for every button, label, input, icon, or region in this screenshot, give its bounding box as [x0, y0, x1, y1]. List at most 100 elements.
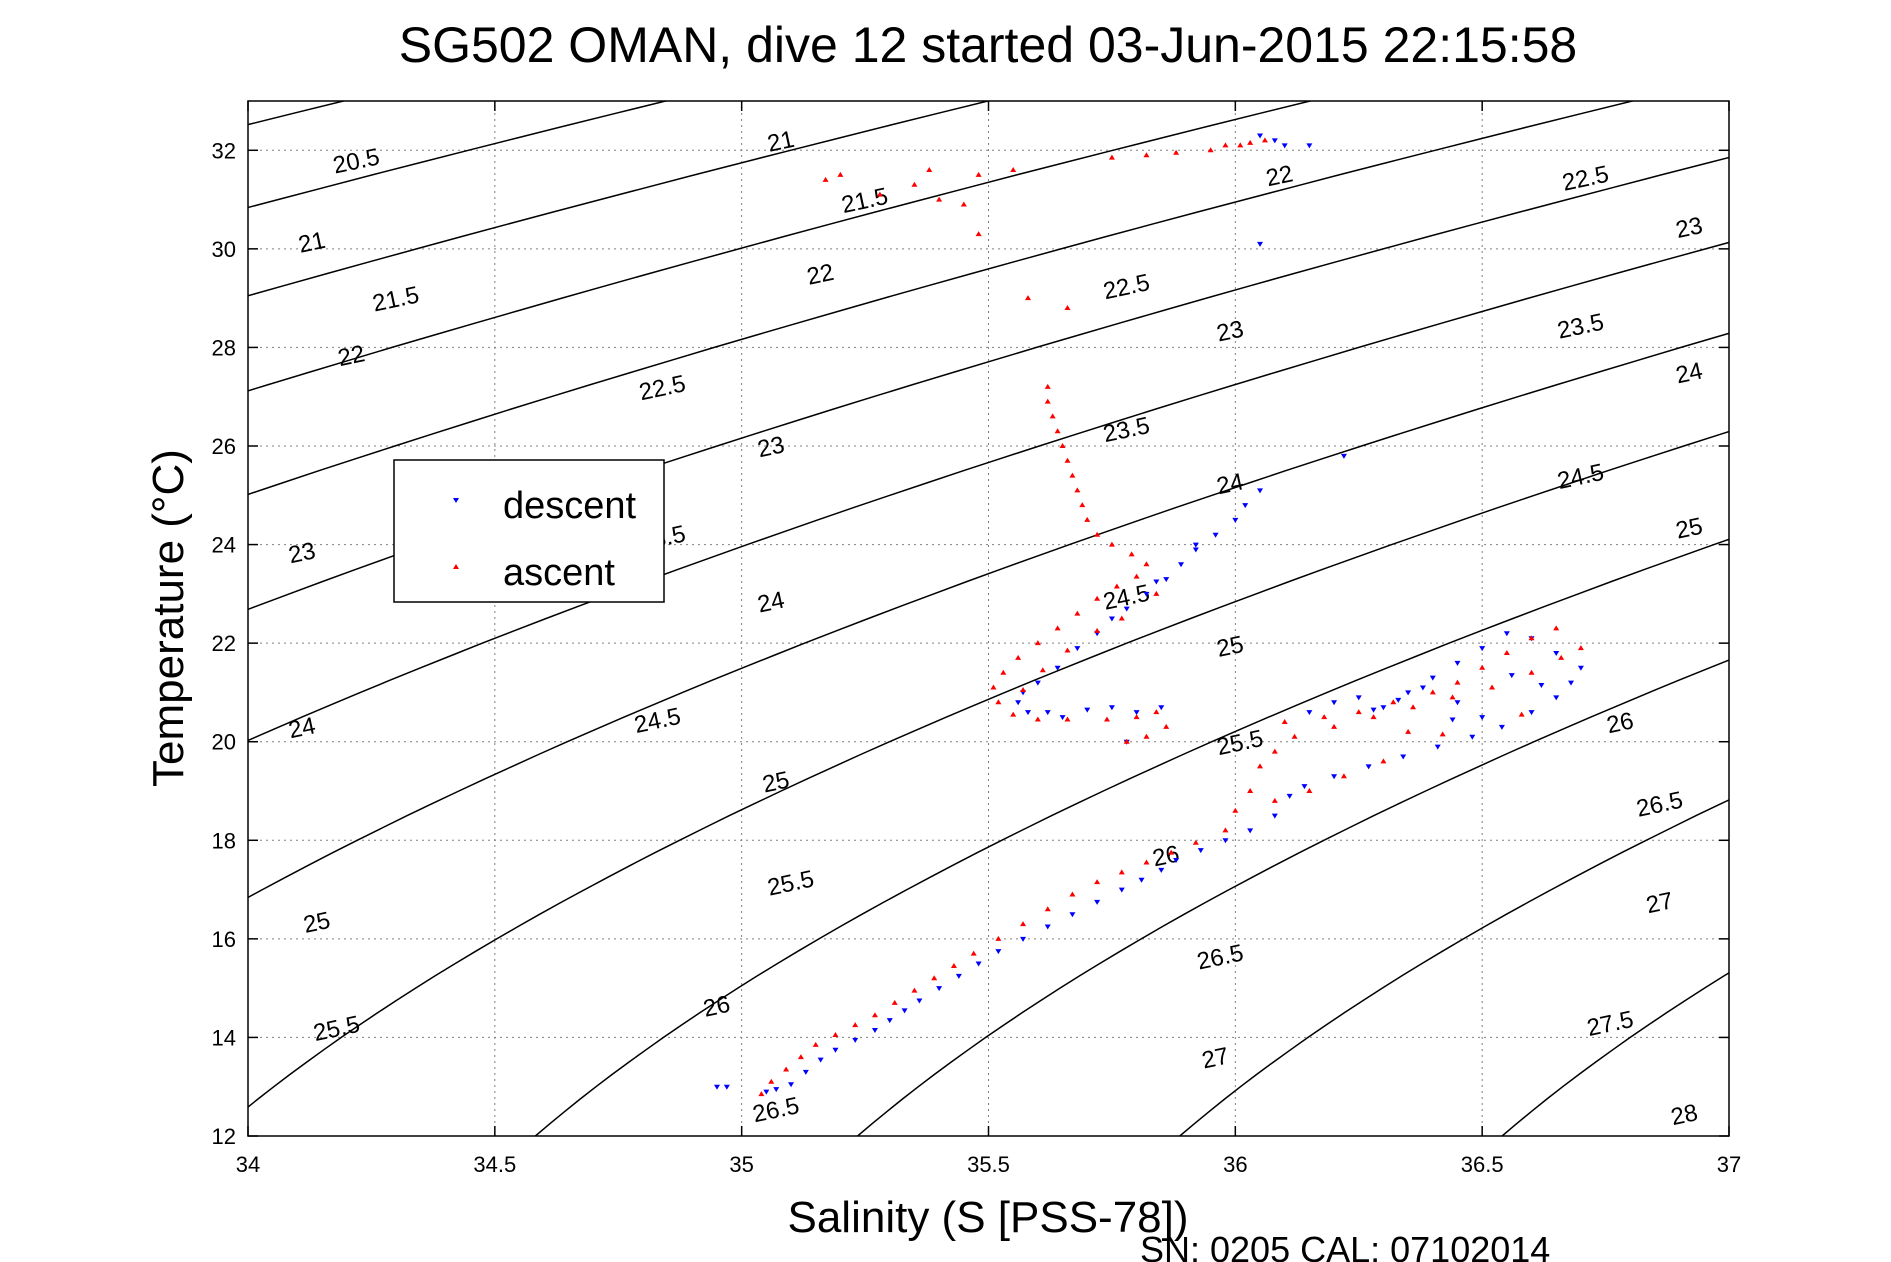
descent-point — [1173, 858, 1180, 863]
contour-line — [248, 101, 1314, 392]
ascent-point — [1528, 635, 1535, 641]
descent-point — [1074, 646, 1081, 652]
ascent-point — [1143, 152, 1150, 158]
ascent-point — [911, 987, 918, 993]
descent-point — [1454, 700, 1461, 706]
descent-point — [802, 1069, 809, 1075]
descent-point — [1138, 877, 1145, 883]
contour-label: 27 — [1199, 1042, 1231, 1074]
descent-point — [1118, 887, 1125, 893]
descent-point — [1577, 665, 1584, 671]
descent-point — [1419, 685, 1426, 691]
ascent-point — [1044, 906, 1051, 912]
ascent-point — [1069, 891, 1076, 897]
descent-point — [1158, 867, 1165, 873]
contour-line — [248, 156, 1729, 611]
contour-label: 22 — [805, 259, 837, 291]
descent-point — [1257, 241, 1264, 247]
x-tick-label: 34 — [236, 1152, 260, 1177]
descent-point — [1331, 774, 1338, 780]
ascent-point — [975, 231, 982, 237]
ascent-point — [1479, 664, 1486, 670]
descent-point — [1271, 138, 1278, 144]
contour-label: 26 — [1150, 840, 1182, 872]
y-tick-label: 30 — [212, 237, 236, 262]
descent-point — [1108, 616, 1115, 622]
descent-point — [763, 1089, 770, 1095]
ascent-point — [1222, 827, 1229, 833]
descent-point — [1355, 695, 1362, 701]
ascent-point — [1133, 714, 1140, 720]
ascent-point — [1094, 595, 1101, 601]
descent-point — [832, 1047, 839, 1053]
ascent-point — [1449, 694, 1456, 700]
contour-label: 25 — [1214, 631, 1246, 663]
y-tick-label: 20 — [212, 730, 236, 755]
descent-point — [1306, 143, 1313, 149]
descent-point — [1044, 924, 1051, 930]
ascent-point — [1020, 921, 1027, 927]
ascent-point — [852, 1022, 859, 1028]
ascent-point — [1084, 516, 1091, 522]
ascent-point — [1410, 704, 1417, 710]
ascent-point — [876, 191, 883, 197]
ascent-point — [1153, 709, 1160, 715]
ascent-point — [1143, 859, 1150, 865]
ascent-point — [1489, 684, 1496, 690]
ascent-point — [797, 1054, 804, 1060]
contour-label: 23 — [755, 431, 787, 463]
ascent-point — [1108, 541, 1115, 547]
descent-point — [1192, 547, 1199, 553]
descent-point — [1508, 673, 1515, 679]
ascent-point — [1528, 669, 1535, 675]
descent-point — [1405, 690, 1412, 696]
ascent-point — [1257, 763, 1264, 769]
axis-ticks: 34 34.5 35 35.5 36 36.5 37 12 14 16 18 20 22 24 26 28 30… — [212, 101, 1741, 1177]
descent-point — [901, 1008, 908, 1014]
ascent-point — [1044, 398, 1051, 404]
contour-label: 28 — [1668, 1099, 1700, 1131]
descent-point — [1286, 793, 1293, 799]
descent-point — [1306, 710, 1313, 716]
descent-point — [1449, 717, 1456, 723]
descent-point — [955, 973, 962, 979]
contour-label: 23 — [1673, 212, 1705, 244]
y-tick-label: 16 — [212, 927, 236, 952]
descent-point — [1024, 710, 1031, 716]
ascent-point — [1118, 869, 1125, 875]
ascent-point — [1143, 561, 1150, 567]
ascent-point — [1331, 723, 1338, 729]
ascent-point — [1108, 154, 1115, 160]
ascent-point — [1094, 879, 1101, 885]
legend-ascent-marker — [453, 564, 459, 569]
descent-point — [1400, 754, 1407, 760]
ascent-point — [1439, 731, 1446, 737]
ascent-point — [1054, 428, 1061, 434]
contour-label: 22.5 — [1101, 269, 1152, 305]
ascent-point — [1173, 149, 1180, 155]
descent-point — [788, 1082, 795, 1088]
ascent-point — [1237, 142, 1244, 148]
descent-point — [1498, 724, 1505, 730]
descent-point — [1469, 734, 1476, 740]
contour-label: 26 — [1604, 707, 1636, 739]
ascent-point — [975, 171, 982, 177]
contour-line — [248, 101, 669, 209]
ascent-point — [1558, 654, 1565, 660]
descent-point — [1257, 133, 1264, 139]
descent-point — [773, 1087, 780, 1093]
y-tick-label: 32 — [212, 138, 236, 163]
descent-point — [1538, 683, 1545, 689]
ascent-point — [1049, 413, 1056, 419]
descent-point — [1015, 700, 1022, 706]
descent-point — [886, 1018, 893, 1024]
y-tick-label: 18 — [212, 828, 236, 853]
ascent-point — [1271, 748, 1278, 754]
ascent-point — [1153, 590, 1160, 596]
contour-line — [856, 659, 1729, 1136]
descent-point — [1158, 705, 1165, 711]
legend-entry-descent: descent — [503, 485, 637, 527]
ascent-point — [1291, 733, 1298, 739]
ascent-point — [837, 171, 844, 177]
